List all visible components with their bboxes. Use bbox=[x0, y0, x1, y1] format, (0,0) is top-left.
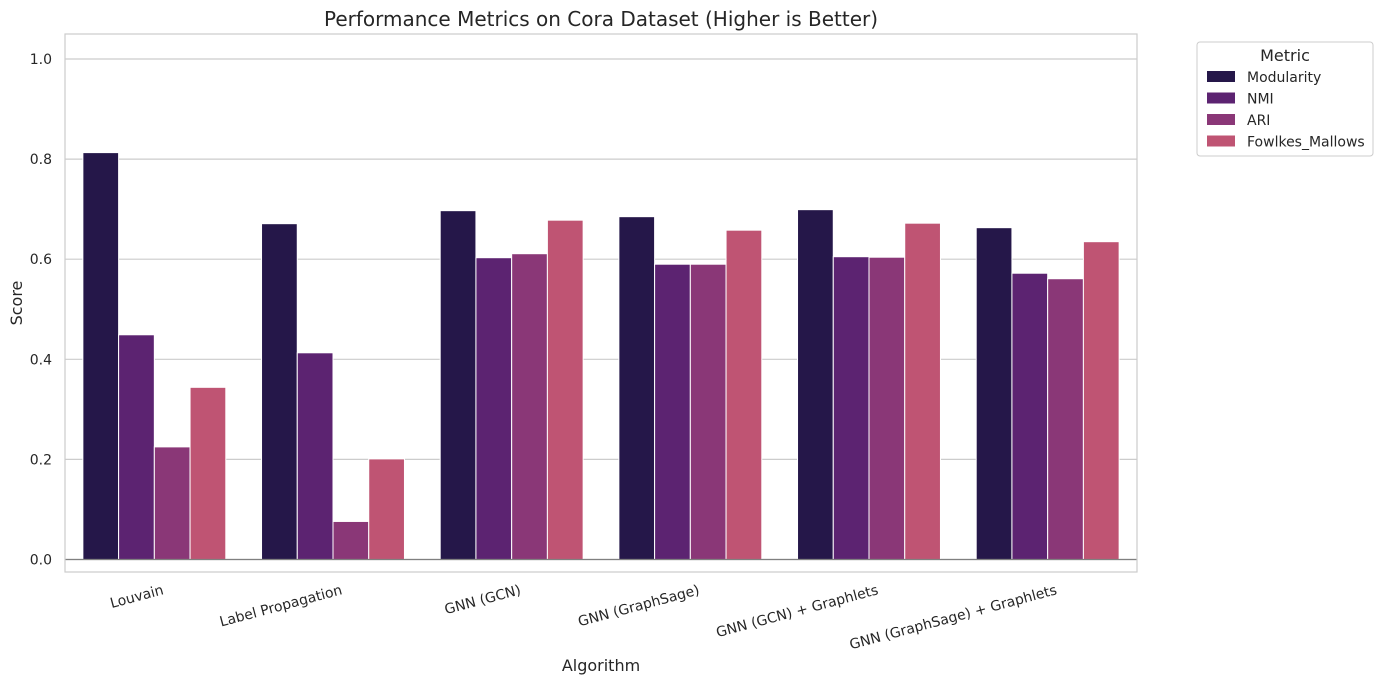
bar bbox=[153, 446, 191, 560]
legend-swatch bbox=[1207, 71, 1235, 82]
plot-frame bbox=[64, 33, 1138, 573]
bar bbox=[689, 263, 727, 560]
bar bbox=[189, 386, 227, 560]
bar bbox=[332, 520, 370, 560]
bar bbox=[439, 210, 477, 560]
legend-label: ARI bbox=[1247, 113, 1270, 129]
legend-label: NMI bbox=[1247, 92, 1274, 108]
bar bbox=[261, 223, 298, 560]
bar bbox=[832, 256, 870, 560]
bar bbox=[618, 216, 656, 560]
y-tick-label: 0.6 bbox=[30, 252, 52, 268]
bar bbox=[118, 334, 155, 560]
legend-title: Metric bbox=[1260, 46, 1310, 65]
legend-swatch bbox=[1207, 92, 1235, 104]
bar bbox=[368, 458, 405, 560]
y-axis-title: Score bbox=[7, 281, 26, 326]
x-tick-label: Label Propagation bbox=[218, 582, 344, 630]
bar bbox=[1011, 272, 1049, 560]
y-tick-labels: 0.0 0.2 0.4 0.6 0.8 1.0 bbox=[30, 52, 52, 568]
bars bbox=[65, 152, 1137, 561]
bar bbox=[475, 257, 513, 560]
legend-label: Modularity bbox=[1247, 70, 1321, 86]
bar bbox=[797, 209, 834, 560]
legend-label: Fowlkes_Mallows bbox=[1247, 135, 1365, 151]
x-tick-label: GNN (GraphSage) + Graphlets bbox=[848, 582, 1059, 653]
x-tick-label: GNN (GCN) bbox=[443, 582, 523, 618]
chart-title: Performance Metrics on Cora Dataset (Hig… bbox=[324, 7, 878, 31]
bar bbox=[975, 227, 1013, 560]
y-tick-label: 0.2 bbox=[30, 452, 52, 468]
y-tick-label: 0.4 bbox=[30, 352, 52, 368]
y-tick-label: 1.0 bbox=[30, 52, 52, 68]
bar bbox=[511, 253, 548, 560]
bar bbox=[546, 219, 584, 560]
bar bbox=[654, 263, 691, 560]
bar bbox=[904, 222, 941, 560]
x-tick-label: GNN (GraphSage) bbox=[576, 582, 701, 630]
bar bbox=[868, 256, 906, 560]
x-tick-labels: Louvain Label Propagation GNN (GCN) GNN (Gr… bbox=[108, 582, 1058, 653]
legend-swatch bbox=[1207, 135, 1235, 147]
legend-items: Modularity NMI ARI Fowlkes_Mallows bbox=[1207, 70, 1365, 151]
bar bbox=[725, 229, 763, 560]
y-tick-label: 0.8 bbox=[30, 152, 52, 168]
legend: Metric Modularity NMI ARI Fowlkes_Mallows bbox=[1196, 41, 1374, 157]
bar bbox=[296, 352, 334, 560]
bar bbox=[1047, 278, 1084, 560]
legend-swatch bbox=[1207, 114, 1235, 125]
x-tick-label: Louvain bbox=[108, 582, 165, 612]
y-tick-label: 0.0 bbox=[30, 552, 52, 568]
bar bbox=[82, 152, 120, 560]
bar bbox=[1082, 241, 1120, 560]
x-axis-title: Algorithm bbox=[562, 656, 640, 675]
x-tick-label: GNN (GCN) + Graphlets bbox=[714, 582, 880, 641]
legend-frame bbox=[1196, 41, 1374, 157]
